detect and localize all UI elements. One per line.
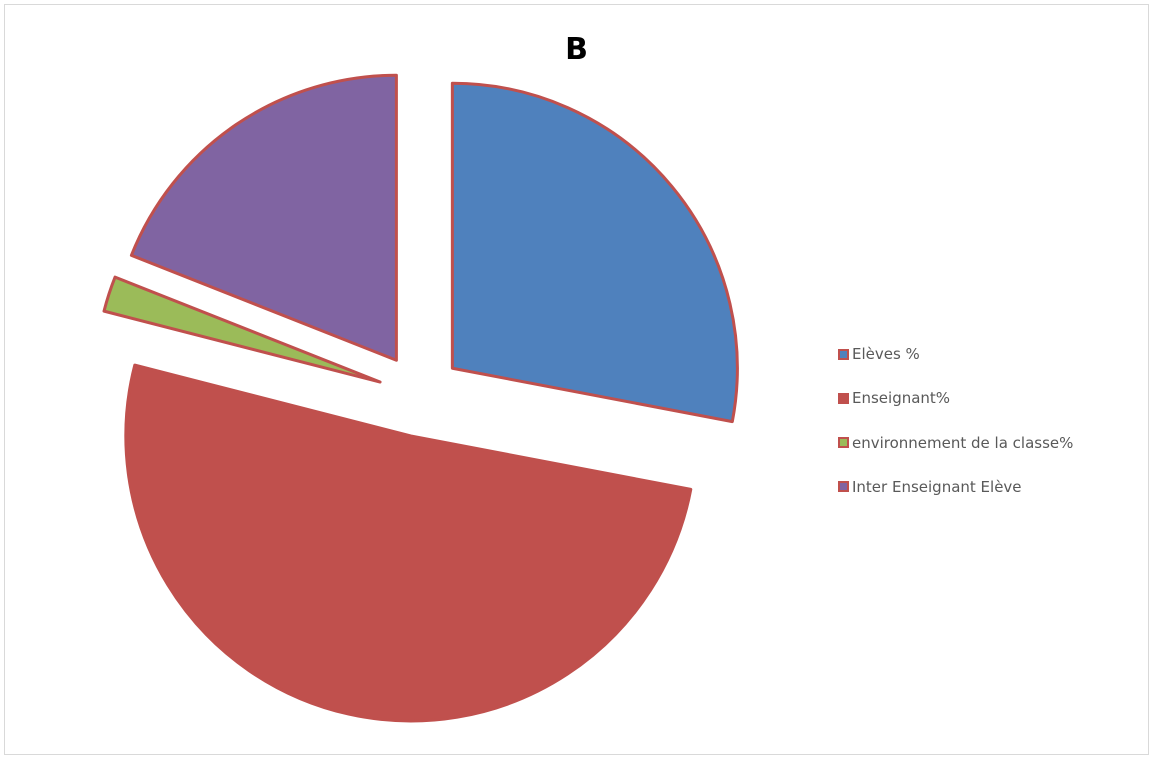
legend-item: environnement de la classe% xyxy=(838,433,1148,453)
slice-enseignant xyxy=(124,363,693,723)
chart-legend: Elèves % Enseignant% environnement de la c… xyxy=(838,344,1148,521)
legend-item: Inter Enseignant Elève xyxy=(838,477,1148,497)
slice-eleves xyxy=(450,81,739,424)
slice-inter-enseignant-eleve xyxy=(129,73,398,362)
legend-swatch xyxy=(838,481,849,493)
legend-swatch xyxy=(838,348,849,360)
legend-label: environnement de la classe% xyxy=(852,433,1074,452)
slice-environnement xyxy=(102,275,382,384)
legend-label: Inter Enseignant Elève xyxy=(852,477,1022,496)
legend-label: Elèves % xyxy=(852,345,920,363)
legend-swatch xyxy=(838,437,849,449)
legend-item: Enseignant% xyxy=(838,388,1148,408)
chart-title: B xyxy=(565,32,588,67)
chart-title-container: B xyxy=(0,32,1155,67)
legend-swatch xyxy=(838,392,849,404)
legend-item: Elèves % xyxy=(838,344,1148,364)
legend-label: Enseignant% xyxy=(852,389,951,408)
